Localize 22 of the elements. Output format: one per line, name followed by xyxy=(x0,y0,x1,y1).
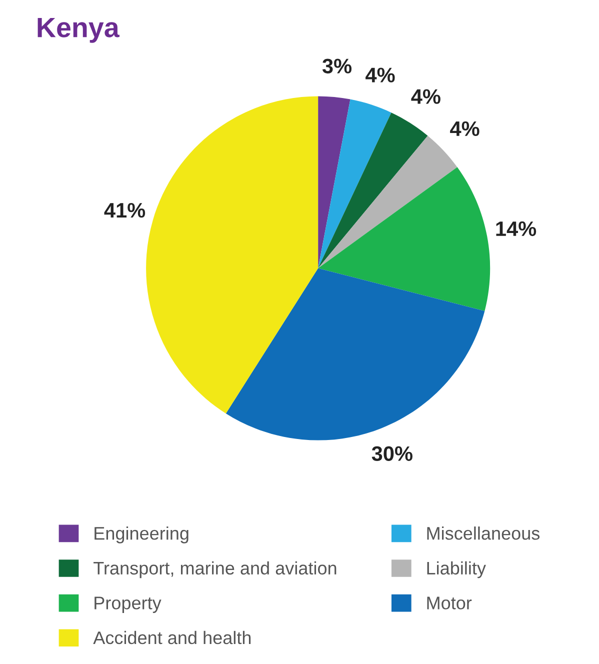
legend-label: Transport, marine and aviation xyxy=(94,561,336,578)
chart-title: Kenya xyxy=(38,18,120,43)
pie-slice xyxy=(318,112,428,268)
data-label: 14% xyxy=(496,221,536,236)
data-label: 3% xyxy=(322,58,352,74)
data-label: 4% xyxy=(366,68,395,82)
pie-slice xyxy=(318,167,490,312)
legend-label: Motor xyxy=(427,596,472,610)
pie-slice xyxy=(146,96,318,414)
pie-slice xyxy=(318,99,392,268)
legend-label: Liability xyxy=(427,561,486,578)
data-label: 4% xyxy=(450,121,480,136)
legend-label: Engineering xyxy=(94,526,188,544)
legend-label: Miscellaneous xyxy=(427,526,540,540)
pie-slice xyxy=(318,96,350,268)
pie-slice xyxy=(318,136,458,268)
legend-label: Property xyxy=(94,596,162,613)
pie-slice xyxy=(226,268,485,440)
data-label: 41% xyxy=(104,202,146,218)
legend-label: Accident and health xyxy=(93,630,251,644)
data-label: 30% xyxy=(372,446,412,462)
data-label: 4% xyxy=(411,89,440,104)
